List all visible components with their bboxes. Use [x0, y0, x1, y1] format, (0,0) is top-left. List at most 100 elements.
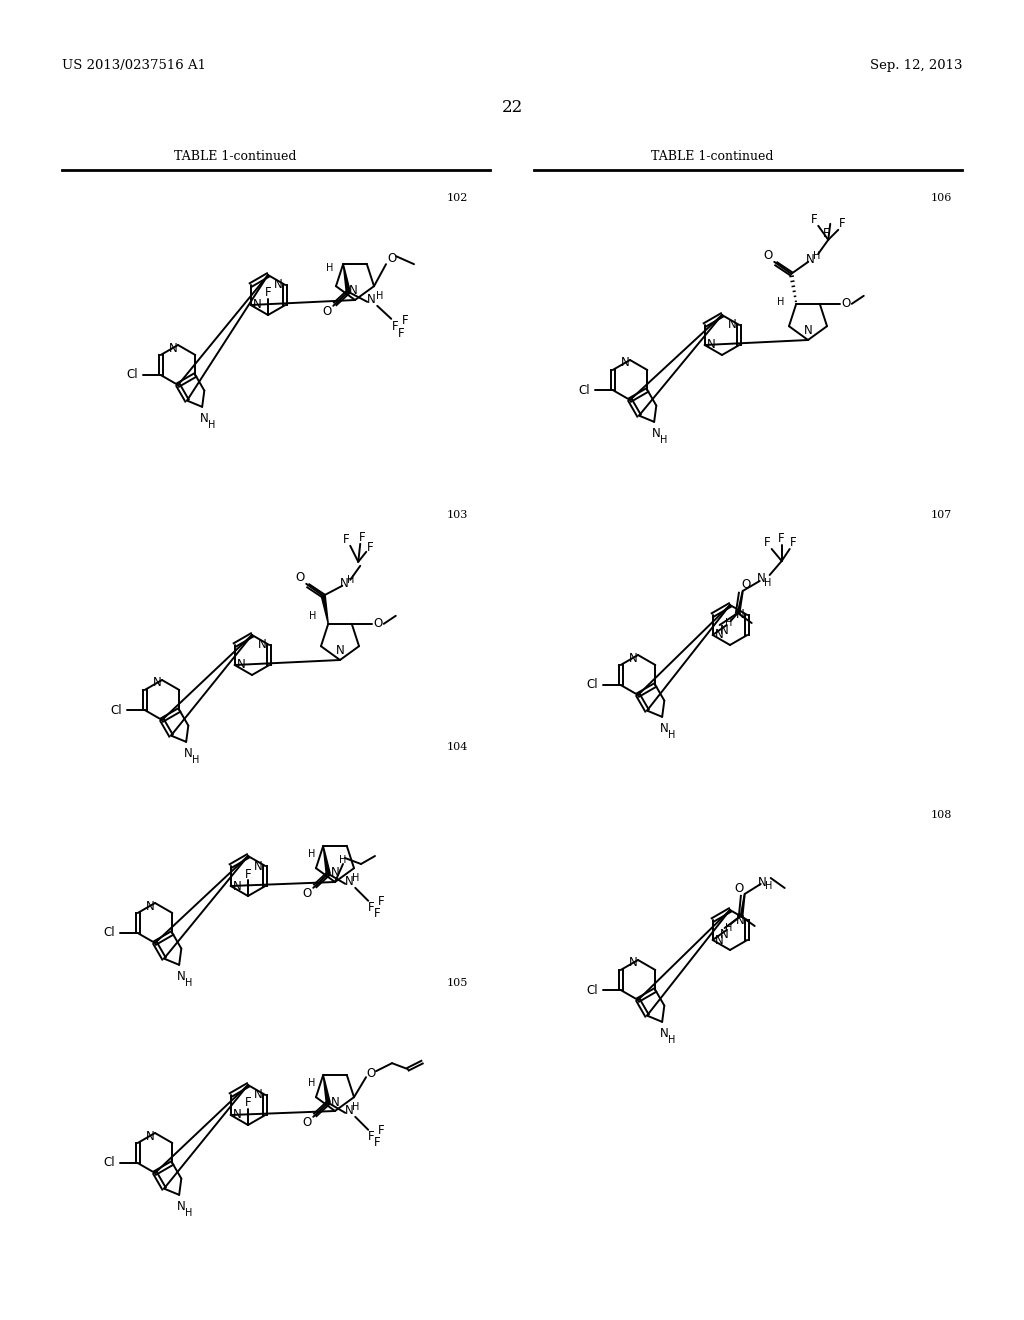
- Text: 103: 103: [446, 510, 468, 520]
- Text: F: F: [839, 218, 846, 230]
- Text: H: H: [351, 1102, 359, 1111]
- Text: N: N: [629, 957, 637, 969]
- Text: H: H: [765, 880, 772, 891]
- Text: N: N: [659, 722, 669, 735]
- Text: F: F: [398, 327, 404, 341]
- Text: N: N: [177, 1200, 185, 1213]
- Polygon shape: [322, 595, 329, 624]
- Text: N: N: [345, 875, 353, 888]
- Text: F: F: [264, 286, 271, 300]
- Text: F: F: [778, 532, 785, 545]
- Text: O: O: [303, 887, 312, 900]
- Text: N: N: [621, 356, 630, 370]
- Text: F: F: [764, 536, 771, 549]
- Text: N: N: [720, 928, 729, 940]
- Text: N: N: [736, 913, 744, 927]
- Text: H: H: [185, 1208, 193, 1218]
- Text: 104: 104: [446, 742, 468, 752]
- Text: F: F: [823, 227, 829, 240]
- Text: F: F: [378, 895, 385, 908]
- Text: O: O: [373, 618, 382, 631]
- Text: TABLE 1-continued: TABLE 1-continued: [650, 150, 773, 164]
- Polygon shape: [324, 1074, 330, 1104]
- Text: H: H: [351, 873, 359, 883]
- Text: F: F: [811, 214, 817, 226]
- Text: N: N: [348, 285, 357, 297]
- Text: N: N: [804, 325, 812, 338]
- Text: O: O: [734, 882, 743, 895]
- Text: Cl: Cl: [587, 983, 598, 997]
- Text: H: H: [660, 434, 668, 445]
- Text: N: N: [720, 623, 729, 636]
- Text: N: N: [331, 1096, 339, 1109]
- Text: O: O: [296, 572, 305, 585]
- Text: O: O: [764, 249, 773, 263]
- Text: O: O: [323, 305, 332, 318]
- Text: H: H: [725, 923, 732, 933]
- Text: Cl: Cl: [587, 678, 598, 692]
- Text: F: F: [374, 1137, 381, 1150]
- Text: O: O: [741, 578, 751, 591]
- Text: H: H: [725, 618, 732, 628]
- Text: H: H: [776, 297, 784, 306]
- Text: H: H: [669, 1035, 676, 1045]
- Text: F: F: [367, 541, 374, 554]
- Text: N: N: [254, 1089, 263, 1101]
- Text: US 2013/0237516 A1: US 2013/0237516 A1: [62, 59, 206, 73]
- Text: F: F: [343, 533, 349, 546]
- Text: O: O: [841, 297, 850, 310]
- Text: H: H: [307, 849, 315, 859]
- Text: N: N: [153, 676, 162, 689]
- Text: Sep. 12, 2013: Sep. 12, 2013: [869, 59, 962, 73]
- Text: F: F: [402, 314, 409, 327]
- Text: H: H: [669, 730, 676, 739]
- Text: F: F: [392, 321, 398, 334]
- Text: N: N: [806, 253, 815, 267]
- Text: N: N: [659, 1027, 669, 1040]
- Text: N: N: [736, 609, 744, 622]
- Text: 107: 107: [931, 510, 952, 520]
- Text: N: N: [145, 1130, 155, 1143]
- Text: Cl: Cl: [103, 927, 116, 940]
- Text: N: N: [253, 298, 262, 312]
- Text: N: N: [254, 859, 263, 873]
- Text: N: N: [629, 652, 637, 664]
- Text: Cl: Cl: [111, 704, 123, 717]
- Polygon shape: [324, 846, 330, 874]
- Text: N: N: [238, 659, 246, 672]
- Text: N: N: [183, 747, 193, 760]
- Text: N: N: [274, 279, 283, 292]
- Text: F: F: [368, 902, 375, 915]
- Text: H: H: [193, 755, 200, 764]
- Text: N: N: [716, 933, 724, 946]
- Text: Cl: Cl: [103, 1156, 116, 1170]
- Text: 108: 108: [931, 810, 952, 820]
- Text: H: H: [346, 574, 354, 585]
- Text: F: F: [245, 1097, 251, 1110]
- Text: Cl: Cl: [127, 368, 138, 381]
- Text: N: N: [177, 970, 185, 983]
- Text: F: F: [368, 1130, 375, 1143]
- Text: N: N: [200, 412, 209, 425]
- Text: N: N: [367, 293, 376, 306]
- Polygon shape: [343, 264, 350, 292]
- Text: N: N: [331, 866, 339, 879]
- Text: 106: 106: [931, 193, 952, 203]
- Text: F: F: [374, 907, 381, 920]
- Text: N: N: [728, 318, 736, 331]
- Text: F: F: [791, 536, 797, 549]
- Text: N: N: [652, 428, 660, 441]
- Text: N: N: [169, 342, 177, 355]
- Text: N: N: [759, 875, 767, 888]
- Text: N: N: [340, 577, 348, 590]
- Text: N: N: [336, 644, 344, 657]
- Text: N: N: [716, 628, 724, 642]
- Text: H: H: [339, 855, 347, 865]
- Text: N: N: [258, 639, 266, 652]
- Text: 22: 22: [502, 99, 522, 116]
- Text: N: N: [708, 338, 716, 351]
- Text: H: H: [307, 1078, 315, 1088]
- Text: 105: 105: [446, 978, 468, 987]
- Text: N: N: [233, 1109, 242, 1122]
- Text: F: F: [359, 532, 366, 544]
